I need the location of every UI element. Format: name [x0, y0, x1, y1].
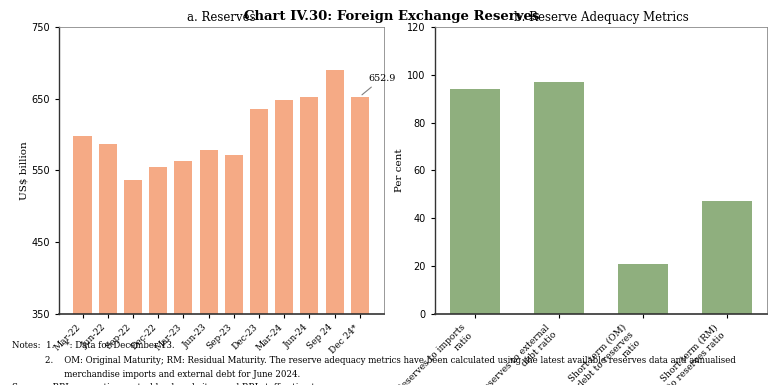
Text: Chart IV.30: Foreign Exchange Reserves: Chart IV.30: Foreign Exchange Reserves — [244, 10, 539, 23]
Y-axis label: Per cent: Per cent — [395, 149, 404, 192]
Bar — [200, 150, 218, 314]
Bar — [534, 82, 584, 314]
Text: Sources: RBI; respective central bank websites; and RBI staff estimates.: Sources: RBI; respective central bank we… — [12, 383, 327, 385]
Bar — [149, 167, 168, 314]
Bar — [124, 180, 142, 314]
Bar — [225, 155, 243, 314]
Bar — [74, 136, 92, 314]
Bar — [275, 100, 294, 314]
Text: merchandise imports and external debt for June 2024.: merchandise imports and external debt fo… — [12, 370, 300, 378]
Bar — [99, 144, 117, 314]
Bar — [175, 161, 193, 314]
Text: 652.9: 652.9 — [362, 74, 396, 95]
Bar — [702, 201, 752, 314]
Text: Notes:  1.    *: Data for December 13.: Notes: 1. *: Data for December 13. — [12, 341, 175, 350]
Bar — [250, 109, 268, 314]
Bar — [449, 89, 500, 314]
Y-axis label: US$ billion: US$ billion — [20, 141, 28, 200]
Bar — [301, 97, 319, 314]
Title: b. Reserve Adequacy Metrics: b. Reserve Adequacy Metrics — [514, 12, 688, 24]
Title: a. Reserves: a. Reserves — [187, 12, 255, 24]
Text: 2.    OM: Original Maturity; RM: Residual Maturity. The reserve adequacy metrics: 2. OM: Original Maturity; RM: Residual M… — [12, 356, 735, 365]
Bar — [326, 70, 344, 314]
Bar — [618, 264, 668, 314]
Bar — [351, 97, 369, 314]
